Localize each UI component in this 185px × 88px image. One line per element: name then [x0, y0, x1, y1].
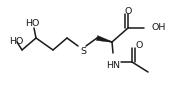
Text: HO: HO — [9, 37, 23, 46]
Text: OH: OH — [152, 23, 166, 32]
Text: HN: HN — [106, 62, 120, 70]
Text: O: O — [124, 7, 132, 17]
Text: S: S — [80, 48, 86, 56]
Text: HO: HO — [25, 18, 39, 27]
Text: O: O — [136, 42, 143, 51]
Polygon shape — [96, 36, 112, 42]
